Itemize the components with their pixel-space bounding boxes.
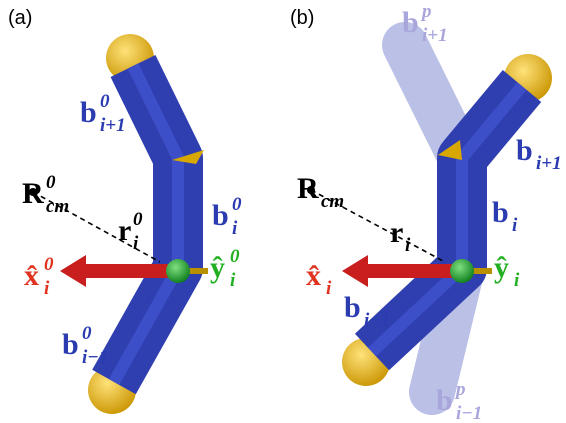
label-superscript: 0 — [232, 194, 242, 215]
label-base: b — [212, 199, 229, 232]
label-base: b — [402, 6, 419, 39]
label-subscript: i — [326, 278, 332, 299]
label-subscript: i−1 — [364, 310, 390, 331]
label-base: b — [516, 134, 533, 167]
label-subscript: i — [44, 278, 50, 299]
label-subscript: i — [405, 235, 411, 256]
label-superscript: p — [420, 1, 432, 22]
label-subscript: i+1 — [536, 153, 562, 174]
page: (a) (b) b0i+1R0cmr0ib0ix̂0iŷ0ib0i−1bpi+1… — [0, 0, 566, 423]
label-base: b — [62, 328, 79, 361]
label-superscript: 0 — [100, 91, 110, 112]
label-subscript: i+1 — [422, 25, 448, 46]
label-base: r — [390, 216, 403, 249]
label-subscript: i — [512, 215, 518, 236]
label-superscript: 0 — [230, 246, 240, 267]
label-base: b — [344, 291, 361, 324]
label-base: R — [22, 177, 44, 210]
label-base: ŷ — [210, 251, 225, 284]
panel-label: (b) — [290, 7, 314, 29]
panel-label: (a) — [8, 7, 32, 29]
label-subscript: cm — [321, 191, 344, 212]
label-base: ŷ — [494, 251, 509, 284]
label-subscript: cm — [46, 196, 69, 217]
label-base: b — [436, 384, 453, 417]
label-subscript: i — [232, 218, 238, 239]
figure: (a) (b) b0i+1R0cmr0ib0ix̂0iŷ0ib0i−1bpi+1… — [0, 0, 566, 423]
label-subscript: i−1 — [456, 403, 482, 423]
label-base: b — [492, 196, 509, 229]
label-base: R — [297, 172, 319, 205]
label-subscript: i — [133, 233, 139, 254]
label-superscript: 0 — [44, 254, 54, 275]
label-subscript: i−1 — [82, 347, 108, 368]
label-base: r — [118, 214, 131, 247]
label-superscript: p — [454, 379, 466, 400]
label-superscript: 0 — [82, 323, 92, 344]
label-subscript: i — [230, 270, 236, 291]
label-base: x̂ — [24, 259, 39, 292]
label-subscript: i+1 — [100, 115, 126, 136]
label-subscript: i — [514, 270, 520, 291]
label-base: x̂ — [306, 259, 321, 292]
label-base: b — [80, 96, 97, 129]
label-superscript: 0 — [133, 209, 143, 230]
label-superscript: 0 — [46, 172, 56, 193]
